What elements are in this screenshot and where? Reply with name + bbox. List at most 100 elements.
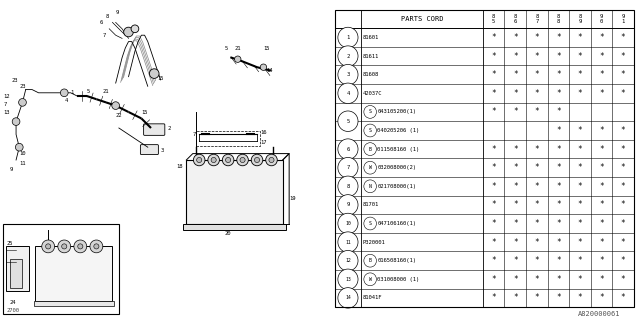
Circle shape	[338, 27, 358, 48]
Text: 016508160(1): 016508160(1)	[378, 258, 417, 263]
Text: 14: 14	[267, 68, 273, 73]
Text: *: *	[513, 108, 518, 116]
Text: B: B	[369, 147, 372, 152]
Text: 1: 1	[346, 35, 349, 40]
Text: P320001: P320001	[363, 240, 386, 244]
Text: *: *	[534, 219, 539, 228]
Text: 8: 8	[514, 14, 517, 19]
Text: *: *	[513, 219, 518, 228]
Text: *: *	[621, 237, 625, 247]
Text: *: *	[556, 219, 561, 228]
Text: 032008000(2): 032008000(2)	[378, 165, 417, 170]
Text: *: *	[621, 182, 625, 191]
Text: *: *	[577, 237, 582, 247]
Circle shape	[58, 240, 70, 253]
Text: *: *	[577, 200, 582, 209]
Text: S: S	[369, 221, 372, 226]
Text: 021708000(1): 021708000(1)	[378, 184, 417, 189]
Text: 7: 7	[103, 33, 106, 38]
Text: 7: 7	[3, 101, 6, 107]
Text: 6: 6	[100, 20, 103, 25]
Text: *: *	[492, 89, 496, 98]
Circle shape	[338, 176, 358, 196]
Text: 81041F: 81041F	[363, 295, 383, 300]
Bar	[6, 246, 29, 291]
Text: 031008000 (1): 031008000 (1)	[378, 277, 420, 282]
Text: *: *	[599, 219, 604, 228]
Text: *: *	[599, 89, 604, 98]
Text: W: W	[369, 165, 372, 170]
Text: *: *	[621, 70, 625, 79]
Text: *: *	[534, 70, 539, 79]
Text: 8: 8	[346, 184, 349, 189]
Text: 4: 4	[346, 91, 349, 96]
Text: *: *	[513, 33, 518, 42]
Text: *: *	[621, 163, 625, 172]
Text: *: *	[492, 256, 496, 265]
Text: 5: 5	[346, 119, 349, 124]
Text: 20: 20	[225, 231, 232, 236]
Text: *: *	[621, 89, 625, 98]
Text: *: *	[513, 89, 518, 98]
Text: 11: 11	[345, 240, 351, 244]
Circle shape	[77, 244, 83, 249]
Text: *: *	[556, 163, 561, 172]
Text: *: *	[577, 70, 582, 79]
Circle shape	[338, 83, 358, 104]
Text: 043105200(1): 043105200(1)	[378, 109, 417, 114]
Text: *: *	[577, 145, 582, 154]
Circle shape	[149, 69, 159, 78]
Text: *: *	[492, 275, 496, 284]
Text: *: *	[492, 108, 496, 116]
Text: *: *	[556, 52, 561, 60]
Bar	[186, 160, 283, 224]
Text: 17: 17	[260, 140, 267, 145]
Text: 4: 4	[64, 98, 67, 103]
Text: *: *	[492, 145, 496, 154]
Text: *: *	[621, 293, 625, 302]
Text: 12: 12	[345, 258, 351, 263]
FancyBboxPatch shape	[143, 124, 165, 135]
Circle shape	[196, 157, 202, 163]
Text: *: *	[534, 182, 539, 191]
Text: *: *	[492, 70, 496, 79]
Circle shape	[364, 180, 376, 193]
Text: 7: 7	[193, 132, 196, 137]
Text: *: *	[534, 293, 539, 302]
Circle shape	[222, 154, 234, 166]
Circle shape	[208, 154, 220, 166]
Text: 5: 5	[225, 45, 228, 51]
Text: *: *	[492, 200, 496, 209]
Text: *: *	[513, 237, 518, 247]
Circle shape	[364, 273, 376, 286]
Circle shape	[12, 118, 20, 125]
Text: *: *	[621, 275, 625, 284]
Circle shape	[45, 244, 51, 249]
Text: 8: 8	[557, 19, 560, 24]
Text: *: *	[599, 237, 604, 247]
Text: *: *	[577, 182, 582, 191]
Circle shape	[338, 251, 358, 271]
Text: *: *	[513, 145, 518, 154]
Text: *: *	[534, 33, 539, 42]
Text: 9: 9	[621, 14, 625, 19]
Text: *: *	[492, 182, 496, 191]
Text: 24: 24	[10, 300, 16, 305]
Text: *: *	[599, 145, 604, 154]
Text: 15: 15	[264, 45, 270, 51]
Text: *: *	[492, 219, 496, 228]
Text: 16: 16	[260, 130, 267, 135]
Text: 2: 2	[346, 53, 349, 59]
Text: *: *	[534, 145, 539, 154]
Bar	[10, 259, 22, 288]
Text: 9: 9	[116, 10, 119, 15]
Text: *: *	[599, 126, 604, 135]
Circle shape	[131, 25, 139, 33]
Text: 047106160(1): 047106160(1)	[378, 221, 417, 226]
Text: 8: 8	[492, 14, 495, 19]
Text: 81608: 81608	[363, 72, 379, 77]
Text: 5: 5	[87, 89, 90, 94]
Text: 21: 21	[103, 89, 109, 94]
Text: *: *	[599, 70, 604, 79]
Text: 19: 19	[289, 196, 296, 201]
